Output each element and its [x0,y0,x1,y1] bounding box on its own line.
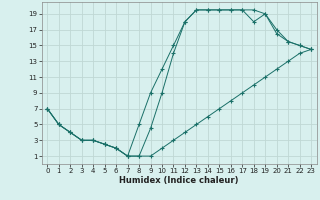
X-axis label: Humidex (Indice chaleur): Humidex (Indice chaleur) [119,176,239,185]
